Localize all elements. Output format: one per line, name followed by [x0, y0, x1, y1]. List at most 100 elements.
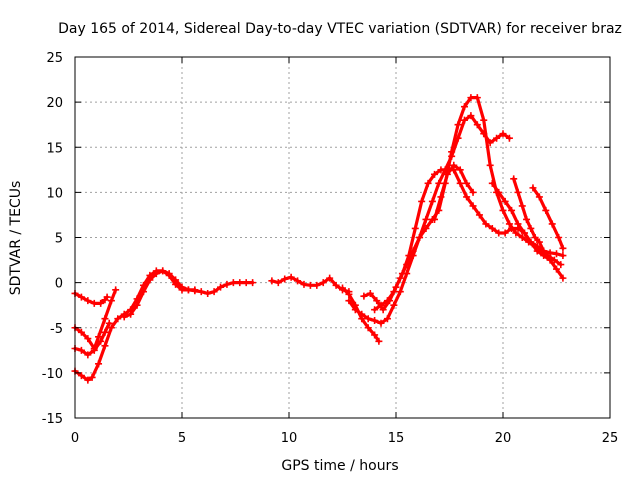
data-point — [90, 346, 98, 354]
data-point — [431, 170, 439, 178]
data-point — [84, 376, 92, 384]
data-point — [197, 288, 205, 296]
data-point — [191, 286, 199, 294]
data-point — [486, 161, 494, 169]
data-point — [454, 134, 462, 142]
data-point — [546, 249, 554, 257]
data-point — [204, 289, 212, 297]
data-point — [184, 286, 192, 294]
data-point — [512, 229, 520, 237]
data-point — [501, 197, 509, 205]
data-point — [396, 288, 404, 296]
data-point — [223, 280, 231, 288]
data-point — [505, 134, 513, 142]
data-point — [514, 188, 522, 196]
data-point — [475, 211, 483, 219]
data-point — [396, 274, 404, 282]
data-point — [553, 265, 560, 273]
data-point — [103, 293, 111, 301]
data-point — [236, 279, 244, 287]
data-point — [482, 220, 490, 228]
data-point — [456, 179, 464, 187]
series-arc-11 — [431, 161, 477, 223]
data-point — [97, 337, 105, 345]
data-point — [90, 299, 98, 307]
data-point — [366, 289, 374, 297]
data-point — [443, 170, 451, 178]
data-point — [159, 267, 167, 275]
data-point — [84, 335, 92, 343]
data-point — [77, 293, 85, 301]
data-point — [371, 317, 379, 325]
x-tick-label-25: 25 — [602, 431, 619, 446]
data-point — [107, 297, 115, 305]
data-point — [210, 288, 218, 296]
data-point — [152, 270, 160, 278]
series-line-arc-2 — [73, 288, 118, 351]
series-arc-10 — [371, 112, 513, 314]
x-tick-label-20: 20 — [495, 431, 512, 446]
x-tick-label-10: 10 — [281, 431, 298, 446]
data-point — [501, 229, 509, 237]
y-tick-label-20: 20 — [46, 96, 63, 111]
series-arc-4 — [71, 267, 257, 384]
x-tick-label-15: 15 — [388, 431, 405, 446]
data-point — [431, 215, 439, 223]
x-tick-label-5: 5 — [178, 431, 186, 446]
data-point — [178, 283, 186, 291]
series-line-arc-1 — [73, 291, 109, 305]
data-point — [454, 121, 462, 129]
data-point — [274, 279, 282, 287]
data-point — [249, 279, 257, 287]
data-point — [555, 234, 563, 241]
data-point — [418, 197, 426, 205]
data-point — [495, 229, 503, 237]
data-point — [287, 273, 295, 281]
data-point — [467, 94, 475, 102]
x-axis-label: GPS time / hours — [281, 458, 398, 474]
data-point — [390, 301, 398, 309]
data-point — [306, 281, 314, 289]
series-arc-14 — [529, 184, 567, 252]
data-point — [127, 310, 135, 318]
data-point — [460, 116, 468, 124]
x-tick-label-0: 0 — [71, 431, 79, 446]
data-point — [242, 279, 250, 287]
data-point — [95, 360, 103, 368]
data-point — [508, 224, 516, 232]
data-point — [371, 331, 379, 339]
data-point — [467, 112, 475, 120]
data-point — [101, 328, 109, 336]
data-point — [520, 229, 528, 237]
data-point — [84, 351, 92, 359]
data-point — [364, 324, 372, 332]
data-point — [360, 292, 368, 300]
data-point — [473, 121, 481, 129]
data-point — [553, 250, 560, 258]
data-point — [480, 116, 488, 124]
data-point — [101, 315, 109, 323]
data-point — [469, 188, 477, 196]
y-tick-label-15: 15 — [46, 141, 63, 156]
series-arc-13 — [510, 175, 548, 255]
y-tick-label--10: -10 — [42, 367, 63, 382]
series-arc-1 — [71, 289, 111, 307]
data-point — [377, 301, 385, 309]
data-point — [165, 270, 173, 278]
data-point — [456, 166, 464, 174]
data-point — [229, 279, 237, 287]
data-point — [518, 202, 526, 210]
data-point — [77, 328, 85, 336]
data-point — [529, 184, 537, 192]
data-point — [424, 179, 432, 187]
data-point — [542, 206, 550, 214]
data-point — [139, 288, 147, 296]
data-point — [488, 224, 496, 232]
series-line-arc-5 — [122, 269, 197, 319]
data-point — [358, 310, 366, 318]
series-arc-6 — [268, 273, 353, 296]
data-point — [535, 193, 543, 201]
data-point — [469, 202, 477, 210]
data-point — [101, 342, 109, 350]
data-point — [294, 277, 302, 285]
